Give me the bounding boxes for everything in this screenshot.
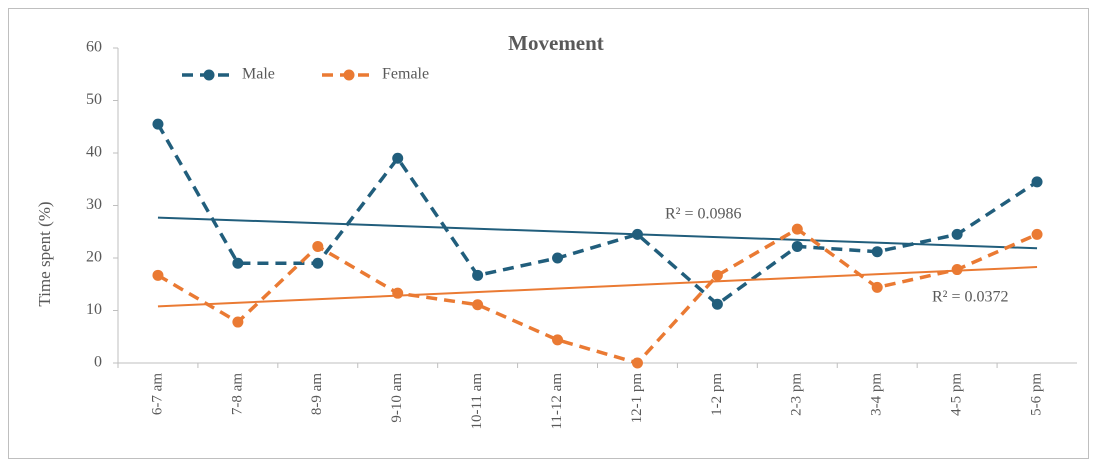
data-point bbox=[871, 246, 883, 258]
data-point bbox=[152, 118, 164, 130]
y-tick-label: 20 bbox=[86, 249, 102, 266]
data-point bbox=[552, 334, 564, 346]
chart-title: Movement bbox=[508, 31, 604, 55]
x-tick-label: 8-9 am bbox=[309, 373, 325, 415]
series-line bbox=[157, 227, 1038, 365]
y-axis-label: Time spent (%) bbox=[35, 201, 54, 306]
legend-marker bbox=[343, 69, 355, 81]
trendline bbox=[157, 266, 1038, 308]
x-tick-label: 1-2 pm bbox=[709, 373, 725, 416]
y-tick-label: 50 bbox=[86, 91, 102, 108]
x-tick-label: 9-10 am bbox=[389, 373, 405, 423]
legend-label: Male bbox=[242, 66, 275, 83]
data-point bbox=[631, 228, 643, 240]
x-tick-label: 2-3 pm bbox=[789, 373, 805, 416]
data-point bbox=[711, 298, 723, 310]
series-line bbox=[156, 123, 1039, 307]
y-tick-label: 10 bbox=[86, 301, 102, 318]
data-point bbox=[472, 269, 484, 281]
x-tick-label: 11-12 am bbox=[549, 373, 565, 430]
data-point bbox=[631, 357, 643, 369]
data-point bbox=[791, 240, 803, 252]
data-point bbox=[951, 228, 963, 240]
annotation: R² = 0.0986 bbox=[665, 206, 742, 223]
y-tick-label: 0 bbox=[94, 354, 102, 371]
data-point bbox=[472, 299, 484, 311]
data-point bbox=[711, 269, 723, 281]
data-point bbox=[552, 252, 564, 264]
x-tick-label: 10-11 am bbox=[469, 373, 485, 430]
data-point bbox=[871, 281, 883, 293]
data-point bbox=[791, 223, 803, 235]
annotation: R² = 0.0372 bbox=[932, 289, 1009, 306]
x-tick-label: 7-8 am bbox=[229, 373, 245, 415]
data-point bbox=[232, 316, 244, 328]
data-point bbox=[1031, 176, 1043, 188]
x-tick-label: 6-7 am bbox=[149, 373, 165, 415]
data-point bbox=[232, 257, 244, 269]
trendline bbox=[157, 216, 1038, 250]
data-point bbox=[951, 264, 963, 276]
x-tick-label: 4-5 pm bbox=[949, 373, 965, 416]
legend-label: Female bbox=[382, 66, 429, 83]
x-tick-label: 3-4 pm bbox=[869, 373, 885, 416]
data-point bbox=[392, 287, 404, 299]
data-point bbox=[1031, 228, 1043, 240]
y-tick-label: 40 bbox=[86, 144, 102, 161]
data-point bbox=[312, 257, 324, 269]
data-point bbox=[152, 269, 164, 281]
y-tick-label: 30 bbox=[86, 196, 102, 213]
legend-marker bbox=[203, 69, 215, 81]
data-point bbox=[392, 152, 404, 164]
data-point bbox=[312, 240, 324, 252]
y-tick-label: 60 bbox=[86, 39, 102, 56]
x-tick-label: 12-1 pm bbox=[629, 373, 645, 424]
x-tick-label: 5-6 pm bbox=[1028, 373, 1044, 416]
chart-border bbox=[8, 8, 1089, 459]
